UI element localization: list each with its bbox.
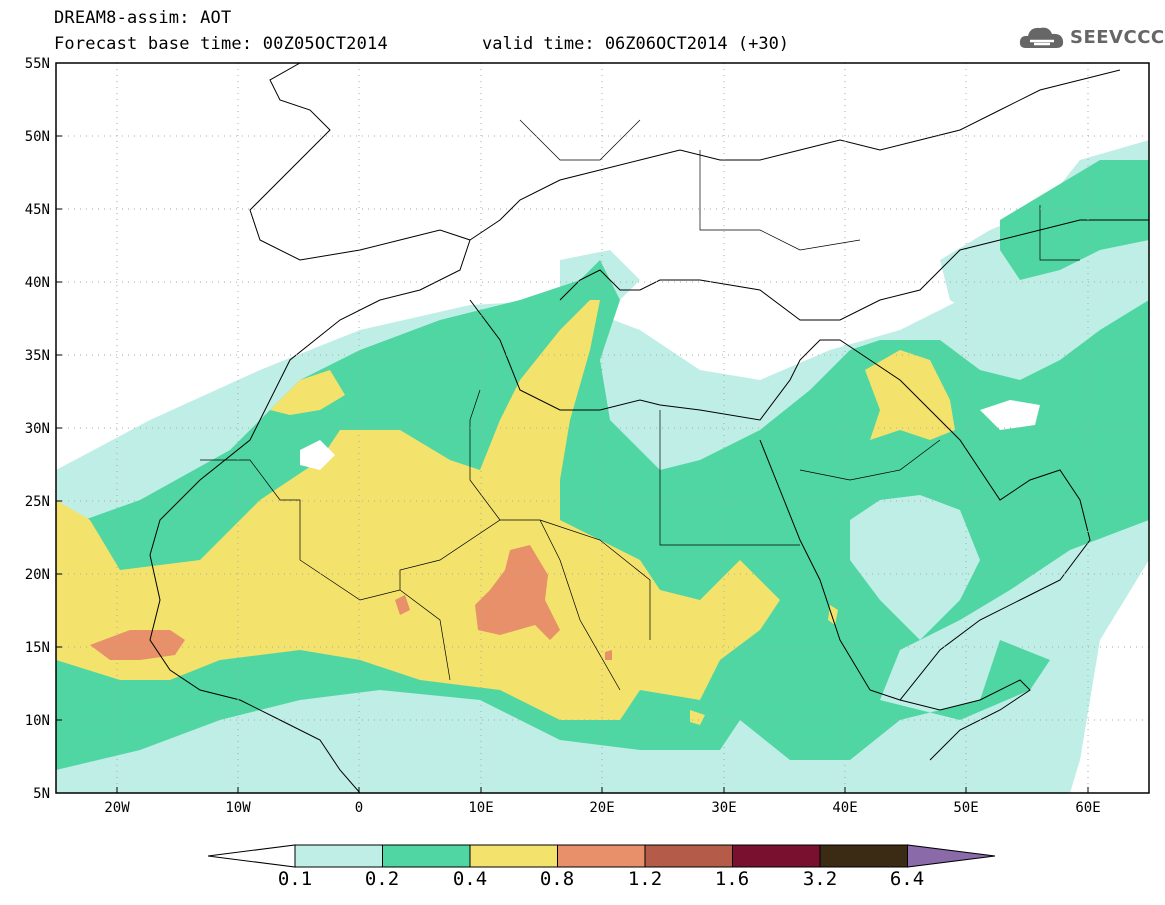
colorbar-label: 0.1 [277, 868, 313, 890]
colorbar-label: 0.8 [539, 868, 575, 890]
colorbar-segment [644, 844, 733, 868]
colorbar-segment [469, 844, 558, 868]
colorbar-segment [819, 844, 908, 868]
lon-label: 30E [711, 800, 736, 816]
colorbar-low-arrow [207, 844, 296, 868]
colorbar [207, 844, 996, 868]
lat-label: 25N [25, 494, 50, 510]
lon-label: 40E [832, 800, 857, 816]
colorbar-label: 1.6 [714, 868, 750, 890]
colorbar-label: 0.2 [364, 868, 400, 890]
map-title: DREAM8-assim: AOT [54, 8, 232, 28]
lat-label: 35N [25, 348, 50, 364]
colorbar-label: 3.2 [802, 868, 838, 890]
colorbar-label: 1.2 [627, 868, 663, 890]
colorbar-segment [732, 844, 821, 868]
lon-label: 50E [953, 800, 978, 816]
forecast-base-time: Forecast base time: 00Z05OCT2014 [54, 34, 388, 54]
lat-label: 45N [25, 202, 50, 218]
axis-ticks [56, 62, 1089, 793]
lat-label: 10N [25, 713, 50, 729]
colorbar-segment [382, 844, 471, 868]
lon-label: 60E [1075, 800, 1100, 816]
lat-label: 20N [25, 567, 50, 583]
longitude-labels: 20W 10W 0 10E 20E 30E 40E 50E 60E [104, 800, 1100, 816]
lat-label: 55N [25, 56, 50, 72]
lon-label: 20W [104, 800, 130, 816]
colorbar-label: 6.4 [889, 868, 925, 890]
coastlines [149, 63, 1149, 793]
logo-text: SEEVCCC [1070, 26, 1165, 48]
valid-time: valid time: 06Z06OCT2014 (+30) [482, 34, 790, 54]
colorbar-segment [557, 844, 646, 868]
lon-label: 0 [355, 800, 363, 816]
lat-label: 40N [25, 275, 50, 291]
cloud-icon [1019, 27, 1064, 48]
lon-label: 20E [589, 800, 614, 816]
seevccc-logo: SEEVCCC [1018, 22, 1165, 52]
colorbar-segment [294, 844, 383, 868]
latitude-labels: 55N 50N 45N 40N 35N 30N 25N 20N 15N 10N … [25, 56, 50, 802]
country-borders [200, 119, 1080, 691]
lon-label: 10W [225, 800, 251, 816]
lat-label: 30N [25, 421, 50, 437]
lat-label: 5N [33, 786, 50, 802]
lat-label: 50N [25, 129, 50, 145]
colorbar-high-arrow [907, 844, 996, 868]
graticule [56, 63, 1149, 793]
colorbar-label: 0.4 [452, 868, 488, 890]
lon-label: 10E [468, 800, 493, 816]
lat-label: 15N [25, 640, 50, 656]
